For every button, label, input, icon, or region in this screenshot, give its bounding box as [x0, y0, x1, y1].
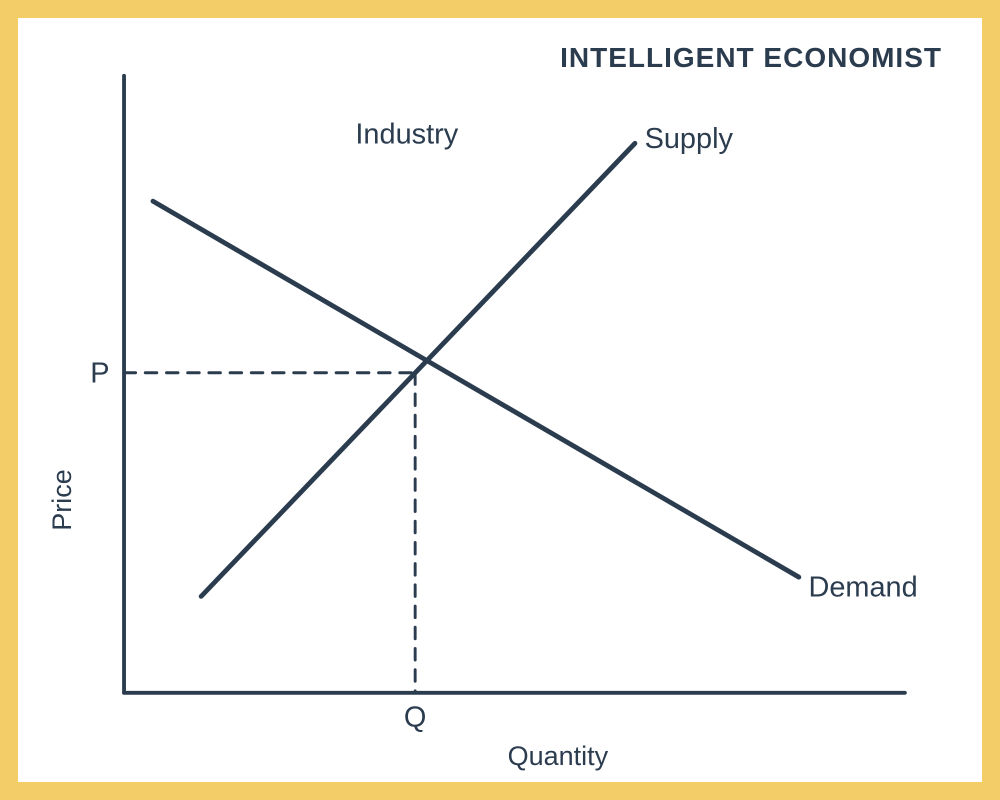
price-tick-label: P — [90, 357, 109, 389]
supply-demand-chart: Industry Supply Demand Price Quantity P Q — [18, 18, 982, 789]
chart-frame: Industry Supply Demand Price Quantity P Q INTE… — [0, 0, 1000, 800]
x-axis-label: Quantity — [508, 741, 609, 771]
supply-label: Supply — [645, 123, 734, 155]
demand-curve — [153, 201, 799, 577]
y-axis-label: Price — [47, 469, 77, 530]
quantity-tick-label: Q — [404, 702, 426, 734]
demand-label: Demand — [808, 571, 917, 603]
chart-title-label: Industry — [355, 118, 458, 150]
brand-watermark: INTELLIGENT ECONOMIST — [560, 42, 942, 74]
supply-curve — [201, 143, 635, 596]
